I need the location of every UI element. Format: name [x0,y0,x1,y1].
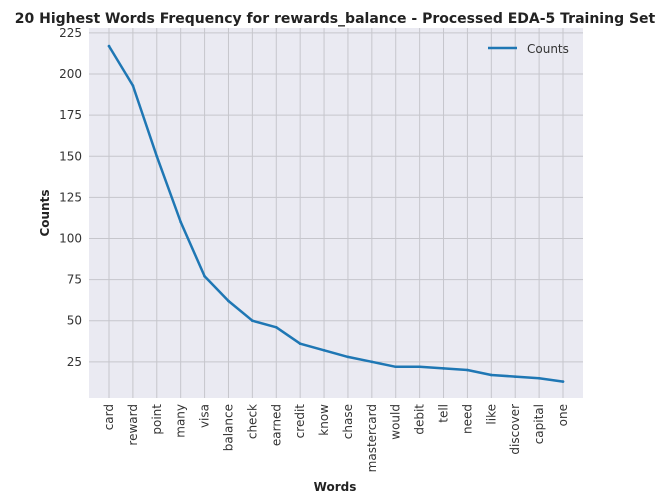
series-layer [107,44,565,383]
x-tick-label: know [317,404,331,436]
x-tick-label: many [174,404,188,438]
x-tick-label: visa [198,404,212,428]
data-point [251,319,254,323]
data-point [322,349,326,352]
x-tick-label: point [150,404,164,435]
y-axis-label: Counts [38,189,52,236]
legend: Counts [488,42,569,56]
data-point [346,355,350,359]
x-tick-label: debit [413,404,427,435]
grid-lines [89,28,583,398]
data-point [561,380,565,383]
y-tick-label: 50 [67,314,82,328]
data-point [179,220,182,224]
data-point [274,325,278,329]
y-tick-label: 125 [59,190,82,204]
y-tick-label: 150 [59,149,82,163]
data-point [203,275,206,278]
data-point [298,342,302,346]
x-tick-label: reward [126,404,140,446]
data-point [490,373,493,377]
data-point [466,368,469,372]
x-tick-label: like [484,404,498,425]
x-tick-label: earned [269,404,283,446]
y-tick-label: 200 [59,67,82,81]
data-point [418,365,421,369]
data-point [155,154,159,158]
x-tick-label: chase [341,404,355,439]
data-point [227,299,230,303]
y-tick-label: 100 [59,231,82,245]
y-tick-label: 225 [59,26,82,40]
data-point [107,44,111,48]
data-point [537,376,541,380]
data-point [442,367,445,370]
x-tick-label: capital [532,404,546,444]
chart-title: 20 Highest Words Frequency for rewards_b… [15,11,656,27]
series-line-0 [107,44,565,383]
x-tick-label: balance [221,404,235,451]
y-tick-label: 75 [67,273,82,287]
x-tick-label: card [102,404,116,430]
legend-label: Counts [527,42,569,56]
x-tick-label: would [389,404,403,440]
x-axis-label: Words [314,480,357,494]
x-tick-label: mastercard [365,404,379,472]
plot-area [89,28,583,398]
x-tick-label: need [460,404,474,434]
x-tick-label: tell [437,404,451,423]
data-point [370,360,374,364]
x-tick-label: one [556,404,570,426]
data-point [513,375,517,378]
y-tick-label: 25 [67,355,82,369]
x-tick-label: check [245,404,259,439]
x-tick-label: credit [293,404,307,439]
data-point [131,84,135,87]
y-tick-label: 175 [59,108,82,122]
y-axis: 25 50 75 100 125 150 175 200 225 [59,26,82,369]
x-axis: card reward point many visa balance check earne… [102,404,570,473]
data-point [394,365,398,369]
x-tick-label: discover [508,404,522,455]
